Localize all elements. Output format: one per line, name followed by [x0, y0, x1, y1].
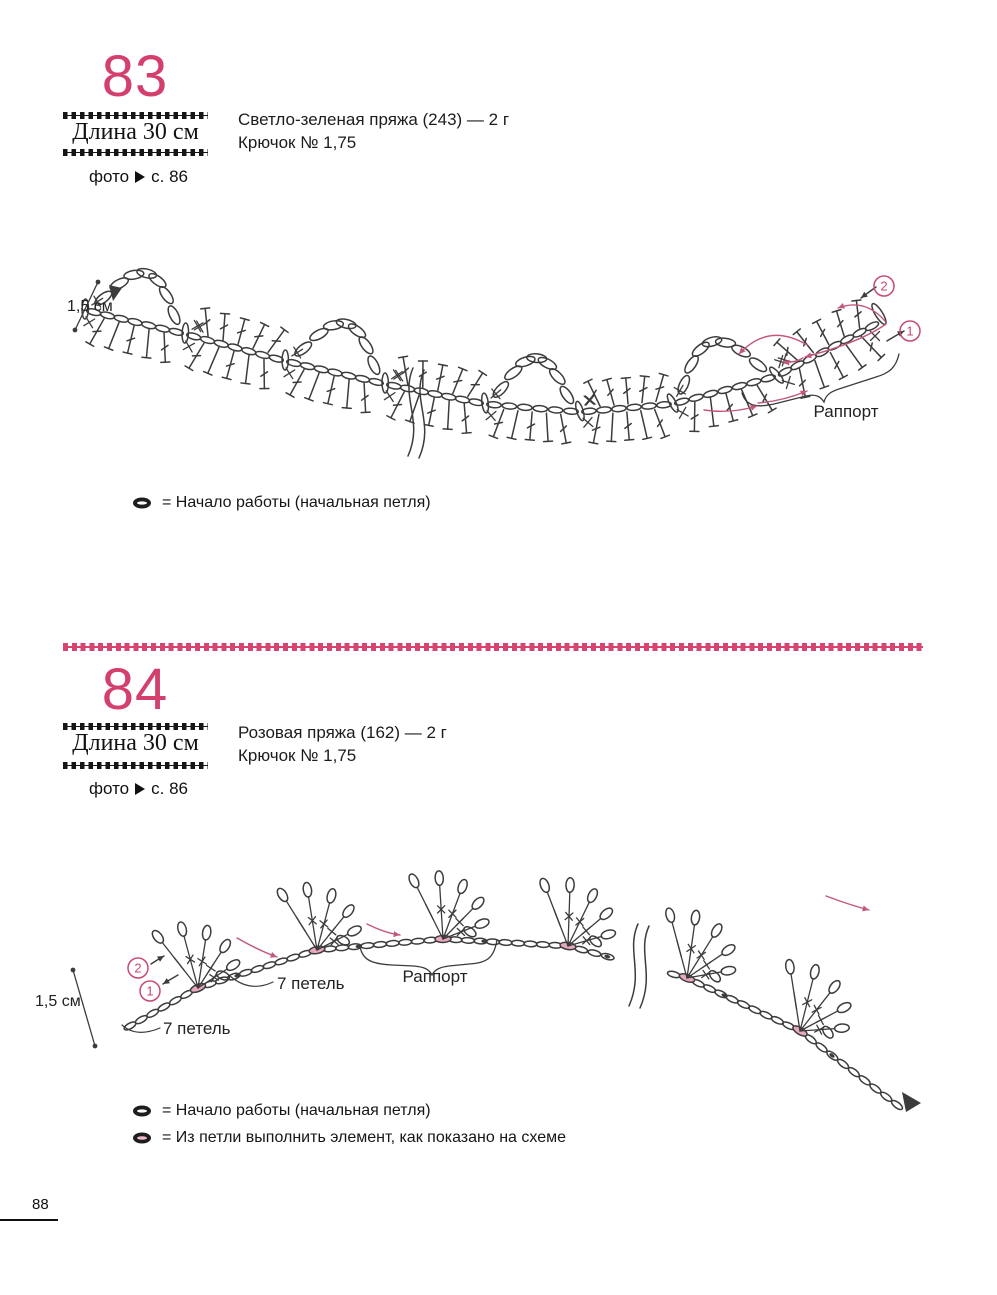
materials-83: Светло-зеленая пряжа (243) — 2 г Крючок … [238, 108, 509, 154]
materials-84: Розовая пряжа (162) — 2 г Крючок № 1,75 [238, 721, 447, 767]
chain-count-label: 7 петель [163, 1019, 231, 1038]
footer-rule [0, 1219, 58, 1221]
row-marker-1: 1 [139, 980, 161, 1002]
svg-text:1: 1 [906, 324, 913, 339]
start-loop-icon [133, 497, 151, 509]
hook-line: Крючок № 1,75 [238, 133, 357, 152]
row-marker-2: 2 [127, 957, 149, 979]
section-divider [63, 643, 923, 651]
photo-reference-83: фото с. 86 [89, 167, 188, 187]
yarn-line: Светло-зеленая пряжа (243) — 2 г [238, 110, 510, 129]
stitched-border-top-83 [63, 112, 208, 119]
pattern-number-83: 83 [101, 44, 169, 109]
length-label-83: Длина 30 см [72, 119, 199, 145]
svg-text:1: 1 [146, 984, 153, 999]
stitched-border-bottom-84 [63, 762, 208, 769]
length-label-84: Длина 30 см [72, 730, 199, 756]
chain-count-label: 7 петель [277, 974, 345, 993]
photo-page: с. 86 [151, 779, 188, 798]
element-loop-icon [133, 1132, 151, 1144]
legend-row: = Начало работы (начальная петля) [130, 1102, 431, 1120]
pattern-number-84: 84 [101, 657, 169, 722]
photo-reference-84: фото с. 86 [89, 779, 188, 799]
stitched-border-top-84 [63, 723, 208, 730]
yarn-line: Розовая пряжа (162) — 2 г [238, 723, 447, 742]
legend-row: = Начало работы (начальная петля) [130, 494, 431, 512]
legend-row: = Из петли выполнить элемент, как показа… [130, 1129, 566, 1147]
crochet-diagram-84: 1,5 см Раппорт 7 петель 7 петель 2 1 [35, 870, 921, 1112]
stitched-border-bottom-83 [63, 149, 208, 156]
legend-text: = Начало работы (начальная петля) [162, 1102, 431, 1119]
photo-arrow-icon [135, 783, 146, 795]
row-marker-1: 1 [899, 320, 921, 342]
repeat-label: Раппорт [814, 402, 879, 421]
photo-arrow-icon [135, 171, 146, 183]
row-marker-2: 2 [873, 275, 895, 297]
legend-text: = Из петли выполнить элемент, как показа… [162, 1129, 566, 1146]
photo-label: фото [89, 167, 130, 186]
diagram-strokes [70, 870, 921, 1112]
photo-page: с. 86 [151, 167, 188, 186]
page-number: 88 [32, 1196, 49, 1213]
measure-label: 1,5 см [67, 298, 113, 315]
photo-label: фото [89, 779, 130, 798]
diagram-strokes [72, 267, 905, 459]
hook-line: Крючок № 1,75 [238, 746, 357, 765]
start-loop-icon [133, 1105, 151, 1117]
svg-text:2: 2 [880, 279, 887, 294]
repeat-label: Раппорт [403, 967, 468, 986]
measure-label: 1,5 см [35, 993, 81, 1010]
legend-text: = Начало работы (начальная петля) [162, 494, 431, 511]
crochet-diagram-83: 1,5 см Раппорт 2 1 [67, 267, 921, 459]
svg-text:2: 2 [134, 961, 141, 976]
